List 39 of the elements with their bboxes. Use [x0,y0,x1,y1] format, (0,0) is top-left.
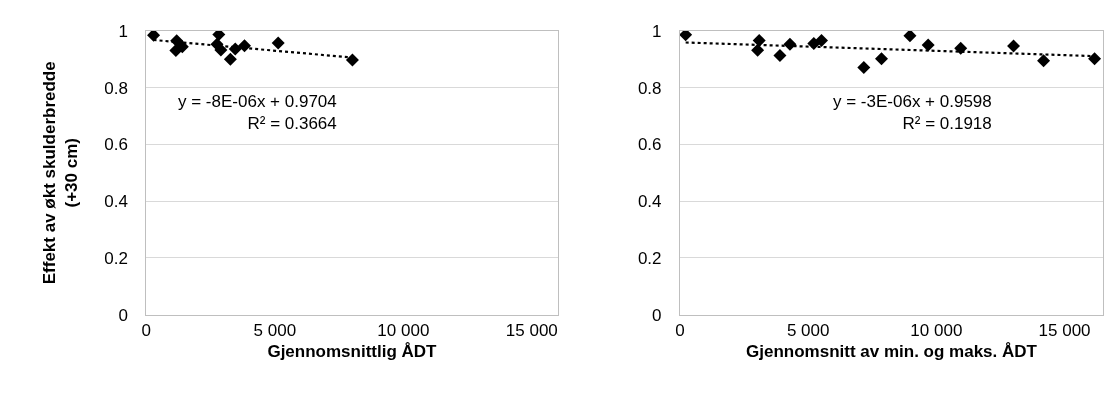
point [752,34,766,48]
point [1037,54,1051,68]
y-tick-label: 0.2 [104,248,128,268]
y-tick-label: 0.2 [637,248,662,268]
x-axis-title: Gjennomsnittlig ÅDT [267,342,438,362]
point [874,52,888,66]
x-tick-label: 15 000 [505,321,558,341]
x-tick-label: 15 000 [1038,321,1091,341]
x-tick-label: 0 [141,321,152,341]
point [857,61,871,74]
y-tick-label: 0.6 [637,135,662,155]
x-axis-title: Gjennomsnitt av min. og maks. ÅDT [746,342,1038,362]
x-tick-label: 5 000 [786,321,830,341]
annotation: y = -8E-06x + 0.9704 R² = 0.3664 [178,92,337,134]
x-tick-label: 10 000 [377,321,430,341]
y-tick-label: 0.4 [637,192,662,212]
y-tick-label: 1 [652,21,662,41]
y-tick-label: 0 [118,305,128,325]
point [1007,39,1021,53]
point [921,38,935,52]
y-tick-label: 0.8 [637,78,662,98]
x-tick-label: 0 [675,321,685,341]
y-tick-label: 0.6 [104,135,128,155]
point [814,34,828,48]
y-tick-label: 0 [652,305,662,325]
x-tick-label: 10 000 [910,321,963,341]
y-axis-title: Effekt av økt skulderbredde (+30 cm) [39,61,81,285]
point [751,43,765,57]
point [1088,52,1102,66]
point [773,49,787,63]
y-tick-label: 0.8 [104,78,128,98]
point [954,41,968,55]
y-tick-label: 1 [118,21,128,41]
x-tick-label: 5 000 [253,321,297,341]
point [679,30,693,42]
y-tick-label: 0.4 [104,192,128,212]
point [903,30,917,43]
annotation: y = -3E-06x + 0.9598 R² = 0.1918 [833,92,992,134]
point [783,37,797,51]
